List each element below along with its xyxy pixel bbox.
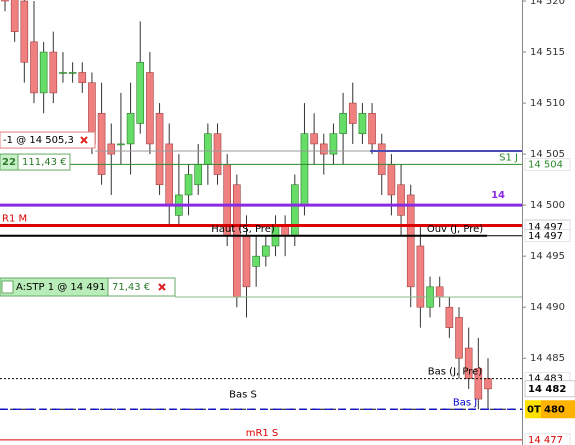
order-text: A:STP 1 @ 14 491 (16, 282, 105, 293)
candle-body (30, 41, 38, 94)
price-label: 14 497 (528, 222, 563, 233)
candle-body (107, 143, 116, 155)
level-name: mR1 S (246, 428, 279, 439)
y-tick-label: 14 505 (530, 149, 565, 160)
y-tick-label: 14 515 (530, 47, 565, 58)
candle-body (290, 184, 299, 237)
y-tick-label: 14 495 (530, 251, 565, 262)
candle-body (300, 133, 309, 206)
order-qty: 22 (2, 157, 16, 168)
last-price: 14 482 (528, 384, 566, 395)
candle-body (146, 72, 154, 145)
candle-body (387, 164, 396, 196)
order-pnl: 111,43 € (22, 157, 67, 168)
candle-body (397, 184, 405, 216)
level-name: Ouv (J, Pre) (427, 224, 483, 235)
candle-body (117, 143, 125, 146)
level-name: R1 M (2, 214, 27, 225)
level-name: Haut (S, Pre) (211, 224, 275, 235)
level-name: Bas J (453, 397, 477, 408)
order-pnl: 71,43 € (112, 282, 150, 293)
candle-body (358, 112, 367, 135)
price-label-box (524, 158, 571, 171)
order-tag[interactable] (0, 131, 96, 149)
candle-body (252, 255, 260, 267)
price-label: 14 504 (528, 159, 563, 170)
y-tick-label: 14 490 (530, 302, 565, 313)
y-tick-label: 14 520 (530, 0, 565, 7)
cancel-icon[interactable] (158, 283, 166, 291)
candle-body (136, 61, 145, 124)
candle-body (20, 0, 29, 63)
last-price-box (524, 380, 575, 398)
candle-body (339, 112, 347, 135)
candle-body (377, 143, 386, 175)
candle-body (455, 317, 463, 359)
candle-body (406, 194, 415, 288)
candle-body (68, 72, 77, 74)
candle-body (416, 245, 425, 308)
candle-body (281, 225, 289, 237)
price-label-box (541, 400, 575, 419)
candle-body (262, 245, 270, 257)
candle-body (445, 306, 454, 328)
price-tag-box (525, 400, 541, 419)
candle-body (1, 0, 9, 2)
candle-body (78, 72, 87, 83)
candle-body (97, 112, 106, 175)
candle-body (59, 72, 67, 74)
price-label: 14 497 (528, 231, 563, 242)
candle-body (165, 143, 174, 206)
candle-body (10, 0, 19, 32)
order-pnl-box (17, 153, 71, 171)
y-tick-label: 14 500 (530, 200, 565, 211)
candle-body (204, 133, 212, 165)
level-name: S1 J (499, 152, 518, 163)
price-label-box (524, 229, 571, 243)
candle-body (194, 164, 202, 186)
candle-body (435, 286, 444, 298)
candle-body (474, 368, 483, 400)
y-tick-label: 14 510 (530, 98, 565, 109)
candle-body (329, 133, 338, 155)
candle-body (126, 112, 135, 145)
price-label: 14 483 (528, 374, 563, 385)
price-label: 480 (544, 404, 565, 415)
level-name: Bas (J, Pre) (428, 367, 482, 378)
level-name: 14 (491, 190, 505, 201)
order-icon (1, 280, 14, 294)
price-tag-prefix: 0T (527, 404, 541, 415)
y-tick-label: 14 485 (530, 353, 565, 364)
candle-body (484, 378, 492, 390)
candle-body (368, 112, 376, 145)
candle-body (348, 102, 357, 124)
cancel-icon[interactable] (80, 136, 88, 144)
candle-body (39, 51, 48, 94)
order-pnl-box (107, 277, 176, 297)
candle-body (319, 143, 328, 155)
candle-body (242, 235, 251, 288)
candle-body (213, 133, 222, 175)
candle-body (49, 51, 58, 94)
level-name: Bas S (229, 389, 257, 400)
candle-body (155, 112, 164, 186)
price-label: 14 477 (528, 435, 563, 445)
candle-body (233, 184, 241, 298)
order-text: -1 @ 14 505,3 (3, 135, 74, 146)
price-label-box (524, 433, 571, 445)
candle-body (310, 133, 318, 145)
candle-body (184, 174, 193, 196)
